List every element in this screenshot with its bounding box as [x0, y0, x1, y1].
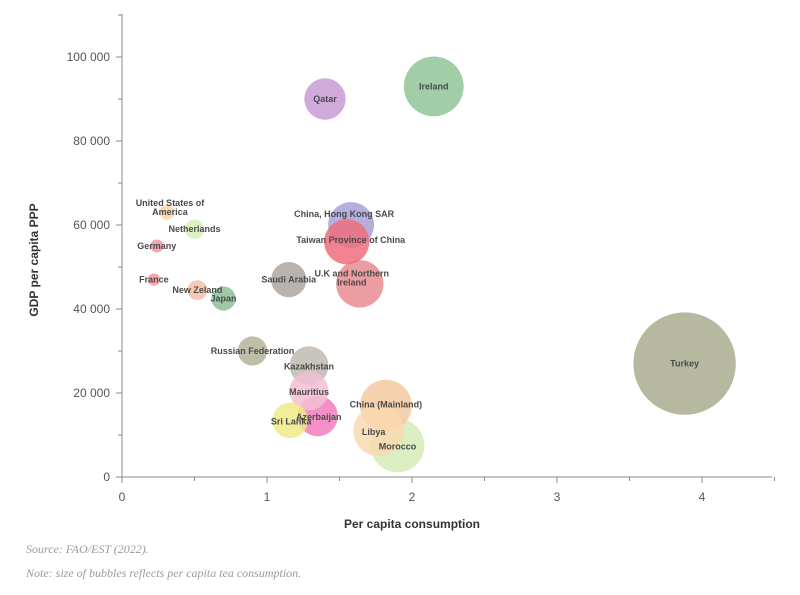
bubble-label: Japan	[210, 294, 236, 304]
bubble-saudi-arabia	[271, 262, 307, 298]
bubble-sri-lanka	[272, 402, 309, 439]
bubble-russian-federation	[237, 336, 268, 366]
y-tick-label: 100 000	[67, 50, 111, 64]
bubble-libya	[353, 405, 404, 457]
bubble-taiwan-province-of-china	[324, 219, 370, 265]
y-tick-label: 80 000	[73, 134, 110, 148]
bubble-label: Turkey	[670, 359, 699, 369]
x-tick-label: 4	[699, 490, 706, 504]
bubble-u-k-and-northern-ireland	[336, 260, 384, 308]
bubble-netherlands	[184, 219, 205, 239]
bubble-label: United States of America	[136, 198, 206, 217]
x-tick-label: 3	[554, 490, 561, 504]
bubble-label: Azerbaijan	[296, 412, 342, 422]
y-tick-label: 0	[103, 470, 110, 484]
x-tick-label: 2	[409, 490, 416, 504]
bubble-label: Mauritius	[289, 387, 329, 397]
bubble-label: Ireland	[419, 81, 449, 91]
bubble-label: Russian Federation	[211, 346, 295, 356]
y-axis-title: GDP per capita PPP	[27, 203, 41, 316]
x-tick-label: 1	[264, 490, 271, 504]
y-tick-label: 20 000	[73, 386, 110, 400]
label-layer: Turkey Ireland Qatar Morocco China (Mainland…	[136, 81, 699, 451]
bubble-mauritius	[289, 371, 329, 411]
bubble-label: New Zeland	[172, 285, 222, 295]
bubble-label: France	[139, 275, 169, 285]
bubble-ireland	[403, 56, 464, 117]
bubble-new-zeland	[187, 280, 208, 300]
bubble-japan	[211, 286, 236, 311]
bubble-qatar	[304, 78, 346, 120]
bubble-label: Taiwan Province of China	[296, 235, 406, 245]
bubble-label: Netherlands	[168, 224, 220, 234]
bubble-turkey	[633, 312, 736, 415]
bubble-germany	[150, 239, 164, 253]
bubble-label: China (Mainland)	[350, 400, 423, 410]
bubble-label: Kazakhstan	[284, 362, 334, 372]
bubble-label: Qatar	[313, 94, 337, 104]
bubble-label: Libya	[362, 427, 387, 437]
bubble-label: China, Hong Kong SAR	[294, 209, 394, 219]
y-tick-label: 60 000	[73, 218, 110, 232]
x-tick-label: 0	[119, 490, 126, 504]
bubble-label: Saudi Arabia	[261, 275, 317, 285]
bubble-size-note: Note: size of bubbles reflects per capit…	[26, 566, 302, 580]
source-note: Source: FAO/EST (2022).	[26, 542, 149, 556]
bubble-united-states-of-america	[159, 205, 175, 220]
bubble-chart: 0 20 000 40 000 60 000 80 000 100 000 0 1 2 3 4 Tu…	[27, 14, 775, 531]
x-axis-title: Per capita consumption	[344, 517, 480, 531]
bubble-label: U.K and Northern Ireland	[315, 268, 390, 287]
bubble-label: Germany	[137, 241, 176, 251]
bubble-label: Morocco	[379, 442, 417, 452]
y-tick-label: 40 000	[73, 302, 110, 316]
bubble-france	[147, 273, 161, 286]
axes: 0 20 000 40 000 60 000 80 000 100 000 0 1 2 3 4	[67, 14, 775, 504]
bubble-label: Sri Lanka	[271, 416, 313, 426]
bubble-layer	[147, 56, 736, 473]
